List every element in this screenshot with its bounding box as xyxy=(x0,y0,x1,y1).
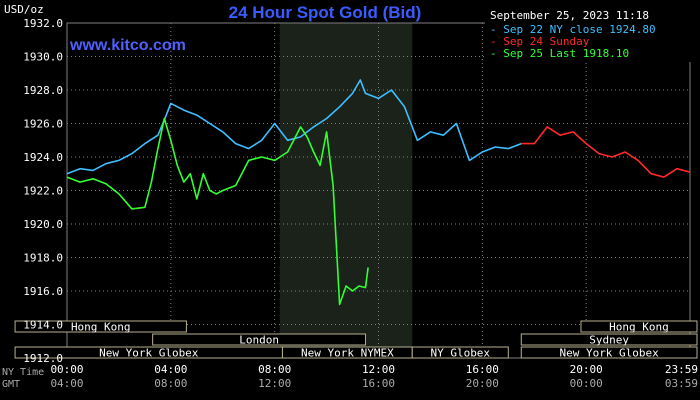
x-tick-label-gmt: 04:00 xyxy=(50,377,83,390)
x-tick-label-ny: 12:00 xyxy=(362,363,395,376)
x-tick-label-gmt: 03:59 xyxy=(665,377,698,390)
y-tick-label: 1932.0 xyxy=(23,17,63,30)
series-line-sep25 xyxy=(66,117,369,306)
legend-entry-sep24: - Sep 24 Sunday xyxy=(490,35,590,48)
session-box xyxy=(152,333,367,346)
y-axis-unit: USD/oz xyxy=(4,3,44,16)
y-tick-label: 1912.0 xyxy=(23,352,63,365)
session-box xyxy=(580,320,698,333)
x-tick-label-ny: 08:00 xyxy=(258,363,291,376)
x-axis-label-ny: NY Time xyxy=(2,367,44,378)
chart-title: 24 Hour Spot Gold (Bid) xyxy=(229,3,422,22)
y-tick-label: 1928.0 xyxy=(23,84,63,97)
x-axis: 00:0004:0004:0008:0008:0012:0012:0016:00… xyxy=(2,363,698,390)
session-label: New York Globex xyxy=(99,347,199,360)
session-label: Hong Kong xyxy=(71,321,131,334)
y-tick-label: 1914.0 xyxy=(23,319,63,332)
y-tick-label: 1918.0 xyxy=(23,252,63,265)
y-tick-label: 1922.0 xyxy=(23,185,63,198)
legend-date: September 25, 2023 11:18 xyxy=(490,9,649,22)
x-tick-label-ny: 04:00 xyxy=(154,363,187,376)
y-tick-label: 1926.0 xyxy=(23,118,63,131)
legend-entry-sep25: - Sep 25 Last 1918.10 xyxy=(490,47,629,60)
x-tick-label-gmt: 20:00 xyxy=(466,377,499,390)
session-label: Sydney xyxy=(589,334,629,347)
session-box xyxy=(520,346,698,359)
x-tick-label-ny: 20:00 xyxy=(570,363,603,376)
y-axis: 1932.0 1930.0 1928.0 1926.0 1924.0 1922.0 1920… xyxy=(23,17,63,365)
x-tick-label-ny: 16:00 xyxy=(466,363,499,376)
x-tick-label-gmt: 00:00 xyxy=(570,377,603,390)
session-label: London xyxy=(239,334,279,347)
series-line-sep24 xyxy=(521,126,691,178)
session-box xyxy=(520,333,698,346)
y-tick-label: 1920.0 xyxy=(23,218,63,231)
session-label: New York Globex xyxy=(559,347,659,360)
x-tick-label-gmt: 16:00 xyxy=(362,377,395,390)
x-tick-label-ny: 23:59 xyxy=(665,363,698,376)
price-series xyxy=(66,79,691,306)
x-axis-label-gmt: GMT xyxy=(2,379,20,390)
session-label: New York NYMEX xyxy=(301,347,394,360)
x-tick-label-gmt: 08:00 xyxy=(154,377,187,390)
session-label: Hong Kong xyxy=(609,321,669,334)
session-box xyxy=(411,346,509,359)
session-box xyxy=(14,320,187,333)
x-tick-label-ny: 00:00 xyxy=(50,363,83,376)
y-tick-label: 1924.0 xyxy=(23,151,63,164)
watermark-url: www.kitco.com xyxy=(69,37,186,54)
y-tick-label: 1916.0 xyxy=(23,285,63,298)
y-tick-label: 1930.0 xyxy=(23,51,63,64)
x-tick-label-gmt: 12:00 xyxy=(258,377,291,390)
legend-box xyxy=(485,6,693,62)
session-label: NY Globex xyxy=(430,347,490,360)
legend: September 25, 2023 11:18 - Sep 22 NY clo… xyxy=(485,6,693,62)
legend-entry-sep22: - Sep 22 NY close 1924.80 xyxy=(490,23,656,36)
nymex-session-band xyxy=(279,23,413,358)
